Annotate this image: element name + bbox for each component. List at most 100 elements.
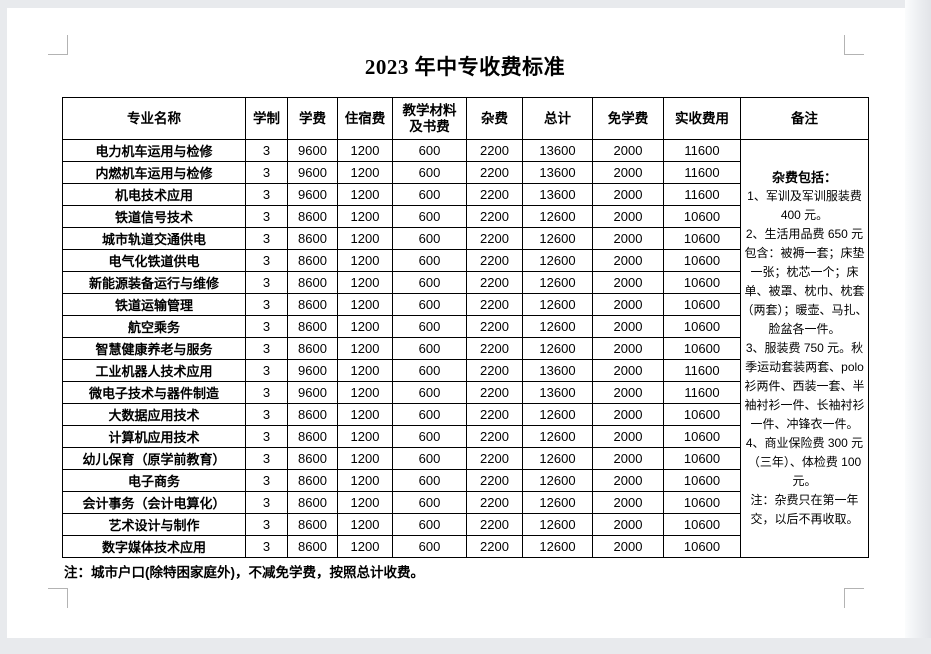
fee-value-cell: 1200 [337, 183, 393, 206]
fee-value-cell: 3 [245, 469, 288, 492]
fee-value-cell: 9600 [287, 161, 338, 184]
remark-paragraph: 2、生活用品费 650 元包含：被褥一套；床垫一张；枕芯一个；床单、被罩、枕巾、… [741, 227, 868, 336]
fee-value-cell: 600 [392, 469, 467, 492]
fee-value-cell: 8600 [287, 315, 338, 338]
remark-paragraph: 注：杂费只在第一年交，以后不再收取。 [750, 493, 859, 526]
fee-value-cell: 600 [392, 205, 467, 228]
crop-mark-top-right [844, 35, 864, 55]
fee-value-cell: 600 [392, 227, 467, 250]
fee-value-cell: 10600 [663, 513, 741, 536]
fee-value-cell: 11600 [663, 359, 741, 382]
fee-value-cell: 12600 [522, 227, 593, 250]
fee-value-cell: 3 [245, 315, 288, 338]
table-header-row: 专业名称 学制 学费 住宿费 教学材料 及书费 杂费 总计 免学费 实收费用 备注 [62, 97, 869, 140]
fee-value-cell: 600 [392, 381, 467, 404]
fee-value-cell: 10600 [663, 491, 741, 514]
table-row: 机电技术应用 3 9600 1200 600 2200 13600 2000 11600 [62, 183, 869, 206]
fee-value-cell: 2200 [466, 139, 523, 162]
fee-value-cell: 600 [392, 183, 467, 206]
fee-value-cell: 10600 [663, 535, 741, 558]
fee-value-cell: 2000 [592, 205, 664, 228]
fee-value-cell: 9600 [287, 139, 338, 162]
fee-value-cell: 2200 [466, 359, 523, 382]
table-row: 电气化铁道供电 3 8600 1200 600 2200 12600 2000 10600 [62, 249, 869, 272]
fee-value-cell: 11600 [663, 161, 741, 184]
column-header-2: 学费 [287, 97, 338, 140]
fee-value-cell: 2000 [592, 249, 664, 272]
table-row: 计算机应用技术 3 8600 1200 600 2200 12600 2000 10600 [62, 425, 869, 448]
fee-value-cell: 10600 [663, 271, 741, 294]
fee-value-cell: 3 [245, 359, 288, 382]
major-name-cell: 航空乘务 [62, 315, 246, 338]
fee-value-cell: 12600 [522, 469, 593, 492]
fee-value-cell: 8600 [287, 425, 338, 448]
column-header-8: 实收费用 [663, 97, 741, 140]
fee-value-cell: 2200 [466, 513, 523, 536]
fee-value-cell: 8600 [287, 227, 338, 250]
fee-value-cell: 2200 [466, 315, 523, 338]
fee-value-cell: 8600 [287, 513, 338, 536]
major-name-cell: 铁道信号技术 [62, 205, 246, 228]
major-name-cell: 微电子技术与器件制造 [62, 381, 246, 404]
fee-value-cell: 3 [245, 249, 288, 272]
fee-value-cell: 2200 [466, 337, 523, 360]
fee-value-cell: 3 [245, 425, 288, 448]
document-title: 2023 年中专收费标准 [364, 55, 566, 79]
column-header-9: 备注 [740, 97, 869, 140]
fee-value-cell: 600 [392, 293, 467, 316]
fee-value-cell: 12600 [522, 491, 593, 514]
remark-cell: 杂费包括： 1、军训及军训服装费 400 元。 2、生活用品费 650 元包含：被褥… [740, 139, 869, 558]
fee-value-cell: 2000 [592, 227, 664, 250]
fee-value-cell: 1200 [337, 359, 393, 382]
fee-value-cell: 2000 [592, 293, 664, 316]
fee-value-cell: 1200 [337, 337, 393, 360]
fee-value-cell: 3 [245, 513, 288, 536]
fee-value-cell: 10600 [663, 337, 741, 360]
remark-heading: 杂费包括： [771, 170, 837, 185]
major-name-cell: 会计事务（会计电算化） [62, 491, 246, 514]
fee-value-cell: 10600 [663, 249, 741, 272]
fee-value-cell: 1200 [337, 271, 393, 294]
column-header-7: 免学费 [592, 97, 664, 140]
fee-value-cell: 8600 [287, 535, 338, 558]
fee-value-cell: 1200 [337, 161, 393, 184]
fee-value-cell: 600 [392, 535, 467, 558]
fee-value-cell: 1200 [337, 227, 393, 250]
fee-value-cell: 2200 [466, 205, 523, 228]
fee-value-cell: 2000 [592, 447, 664, 470]
fee-value-cell: 12600 [522, 535, 593, 558]
major-name-cell: 电气化铁道供电 [62, 249, 246, 272]
fee-value-cell: 2200 [466, 425, 523, 448]
major-name-cell: 城市轨道交通供电 [62, 227, 246, 250]
table-row: 数字媒体技术应用 3 8600 1200 600 2200 12600 2000 10600 [62, 535, 869, 558]
fee-value-cell: 600 [392, 359, 467, 382]
fee-value-cell: 1200 [337, 139, 393, 162]
fee-value-cell: 11600 [663, 139, 741, 162]
fee-value-cell: 3 [245, 491, 288, 514]
fee-value-cell: 8600 [287, 271, 338, 294]
fee-value-cell: 2200 [466, 161, 523, 184]
fee-value-cell: 13600 [522, 381, 593, 404]
major-name-cell: 新能源装备运行与维修 [62, 271, 246, 294]
fee-value-cell: 600 [392, 315, 467, 338]
column-header-0: 专业名称 [62, 97, 246, 140]
crop-mark-bottom-right [844, 588, 864, 608]
column-header-5: 杂费 [466, 97, 523, 140]
fee-value-cell: 1200 [337, 249, 393, 272]
fee-value-cell: 2000 [592, 183, 664, 206]
fee-value-cell: 13600 [522, 183, 593, 206]
remark-paragraph: 1、军训及军训服装费 400 元。 [747, 189, 862, 222]
major-name-cell: 智慧健康养老与服务 [62, 337, 246, 360]
fee-value-cell: 3 [245, 183, 288, 206]
fee-value-cell: 600 [392, 161, 467, 184]
fee-value-cell: 1200 [337, 447, 393, 470]
column-header-4: 教学材料 及书费 [392, 97, 467, 140]
fee-value-cell: 2200 [466, 447, 523, 470]
fee-value-cell: 2200 [466, 535, 523, 558]
major-name-cell: 计算机应用技术 [62, 425, 246, 448]
major-name-cell: 数字媒体技术应用 [62, 535, 246, 558]
fee-value-cell: 12600 [522, 249, 593, 272]
fee-value-cell: 2200 [466, 469, 523, 492]
fee-table: 专业名称 学制 学费 住宿费 教学材料 及书费 杂费 总计 免学费 实收费用 备注 电力机车运用与… [62, 97, 869, 558]
fee-value-cell: 10600 [663, 227, 741, 250]
